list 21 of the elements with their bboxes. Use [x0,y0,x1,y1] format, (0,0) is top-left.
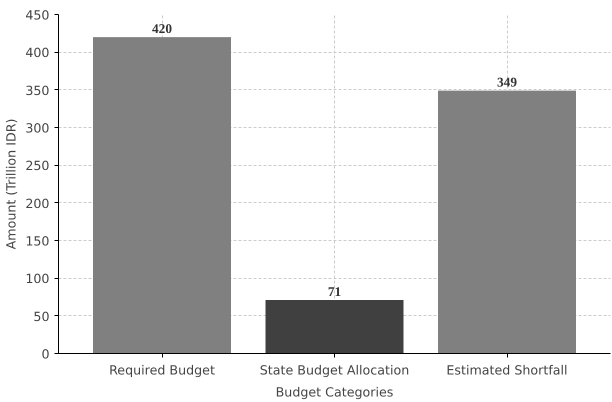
x-tick-label: Estimated Shortfall [446,362,568,378]
y-tick-label: 400 [25,45,50,60]
y-tick-label: 0 [41,346,50,362]
bar [266,300,404,354]
x-tick-label: Required Budget [109,362,215,378]
y-tick-label: 50 [33,308,50,324]
bar [438,90,576,354]
y-axis-title: Amount (Trillion IDR) [3,118,18,250]
y-tick-label: 200 [25,196,50,211]
bar [93,37,231,354]
y-tick-label: 100 [25,271,50,286]
x-axis-title: Budget Categories [276,384,394,400]
x-tick-label: State Budget Allocation [260,362,410,378]
data-label: 420 [152,21,172,36]
y-tick-label: 150 [25,234,50,248]
y-tick-label: 450 [25,8,50,22]
y-tick-label: 350 [25,82,50,98]
y-tick-label: 300 [25,120,50,136]
y-tick-label: 250 [25,158,50,174]
data-label: 349 [497,74,518,90]
data-label: 71 [328,284,342,300]
